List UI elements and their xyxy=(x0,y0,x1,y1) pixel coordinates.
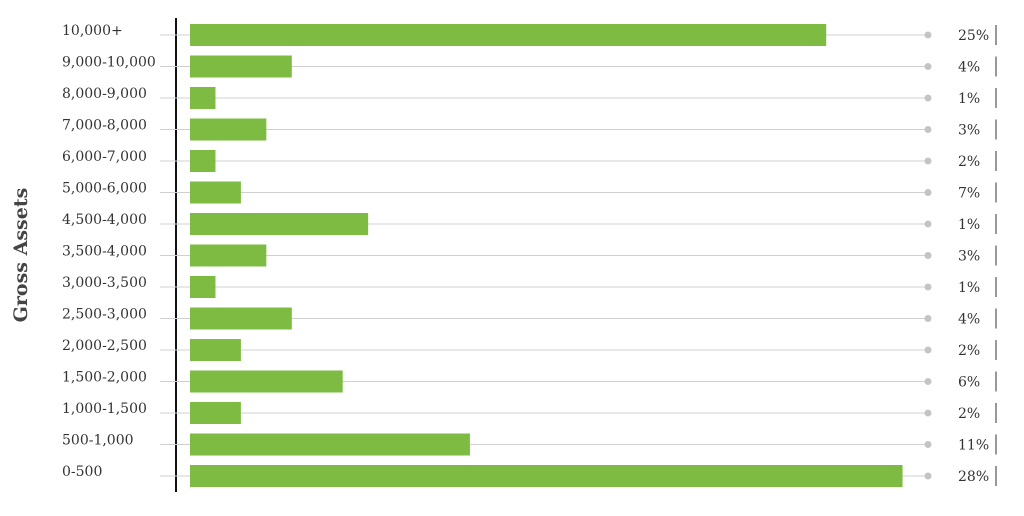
bar xyxy=(190,55,292,78)
row-dot xyxy=(924,315,932,322)
bar xyxy=(190,339,241,361)
category-label: 10,000+ xyxy=(62,23,123,39)
bar xyxy=(190,276,216,298)
category-label: 7,000-8,000 xyxy=(62,118,147,134)
value-label: 4% xyxy=(958,312,980,328)
bar xyxy=(190,150,216,172)
value-label: 2% xyxy=(958,343,980,359)
row-dot xyxy=(924,31,932,39)
row-dot xyxy=(924,157,932,165)
bar xyxy=(190,118,267,141)
value-label: 6% xyxy=(958,375,980,391)
value-label: 1% xyxy=(958,91,980,107)
value-label: 25% xyxy=(958,28,989,44)
category-label: 4,500-4,000 xyxy=(62,212,147,228)
value-label: 1% xyxy=(958,217,980,233)
value-label: 4% xyxy=(958,60,980,76)
category-label: 6,000-7,000 xyxy=(62,149,147,165)
row-dot xyxy=(924,126,932,133)
bar xyxy=(190,307,292,330)
category-label: 1,500-2,000 xyxy=(62,370,147,386)
value-label: 11% xyxy=(958,438,989,454)
bar xyxy=(190,87,216,109)
row-dot xyxy=(924,472,932,480)
bar xyxy=(190,24,827,46)
value-label: 3% xyxy=(958,123,980,139)
bar xyxy=(190,244,267,267)
value-label: 3% xyxy=(958,249,980,265)
row-dot xyxy=(924,441,932,448)
value-label: 2% xyxy=(958,154,980,170)
category-label: 1,000-1,500 xyxy=(62,401,147,417)
bar xyxy=(190,402,241,424)
y-axis-title: Gross Assets xyxy=(10,188,32,323)
row-dot xyxy=(924,378,932,385)
row-dot xyxy=(924,346,932,354)
row-dot xyxy=(924,283,932,291)
row-dot xyxy=(924,409,932,417)
bar xyxy=(190,465,903,487)
category-label: 2,500-3,000 xyxy=(62,307,147,323)
bar xyxy=(190,433,470,456)
value-label: 2% xyxy=(958,406,980,422)
category-label: 9,000-10,000 xyxy=(62,55,156,71)
category-label: 0-500 xyxy=(62,464,102,480)
bar xyxy=(190,213,369,235)
category-label: 2,000-2,500 xyxy=(62,338,147,354)
row-dot xyxy=(924,63,932,70)
row-dot xyxy=(924,252,932,259)
bar xyxy=(190,181,241,204)
value-label: 1% xyxy=(958,280,980,296)
value-label: 28% xyxy=(958,469,989,485)
bar xyxy=(190,370,343,393)
category-label: 3,000-3,500 xyxy=(62,275,147,291)
row-dot xyxy=(924,94,932,102)
row-dot xyxy=(924,189,932,196)
value-label: 7% xyxy=(958,186,980,202)
category-label: 5,000-6,000 xyxy=(62,181,147,197)
category-label: 500-1,000 xyxy=(62,433,134,449)
row-dot xyxy=(924,220,932,228)
category-label: 8,000-9,000 xyxy=(62,86,147,102)
category-label: 3,500-4,000 xyxy=(62,244,147,260)
